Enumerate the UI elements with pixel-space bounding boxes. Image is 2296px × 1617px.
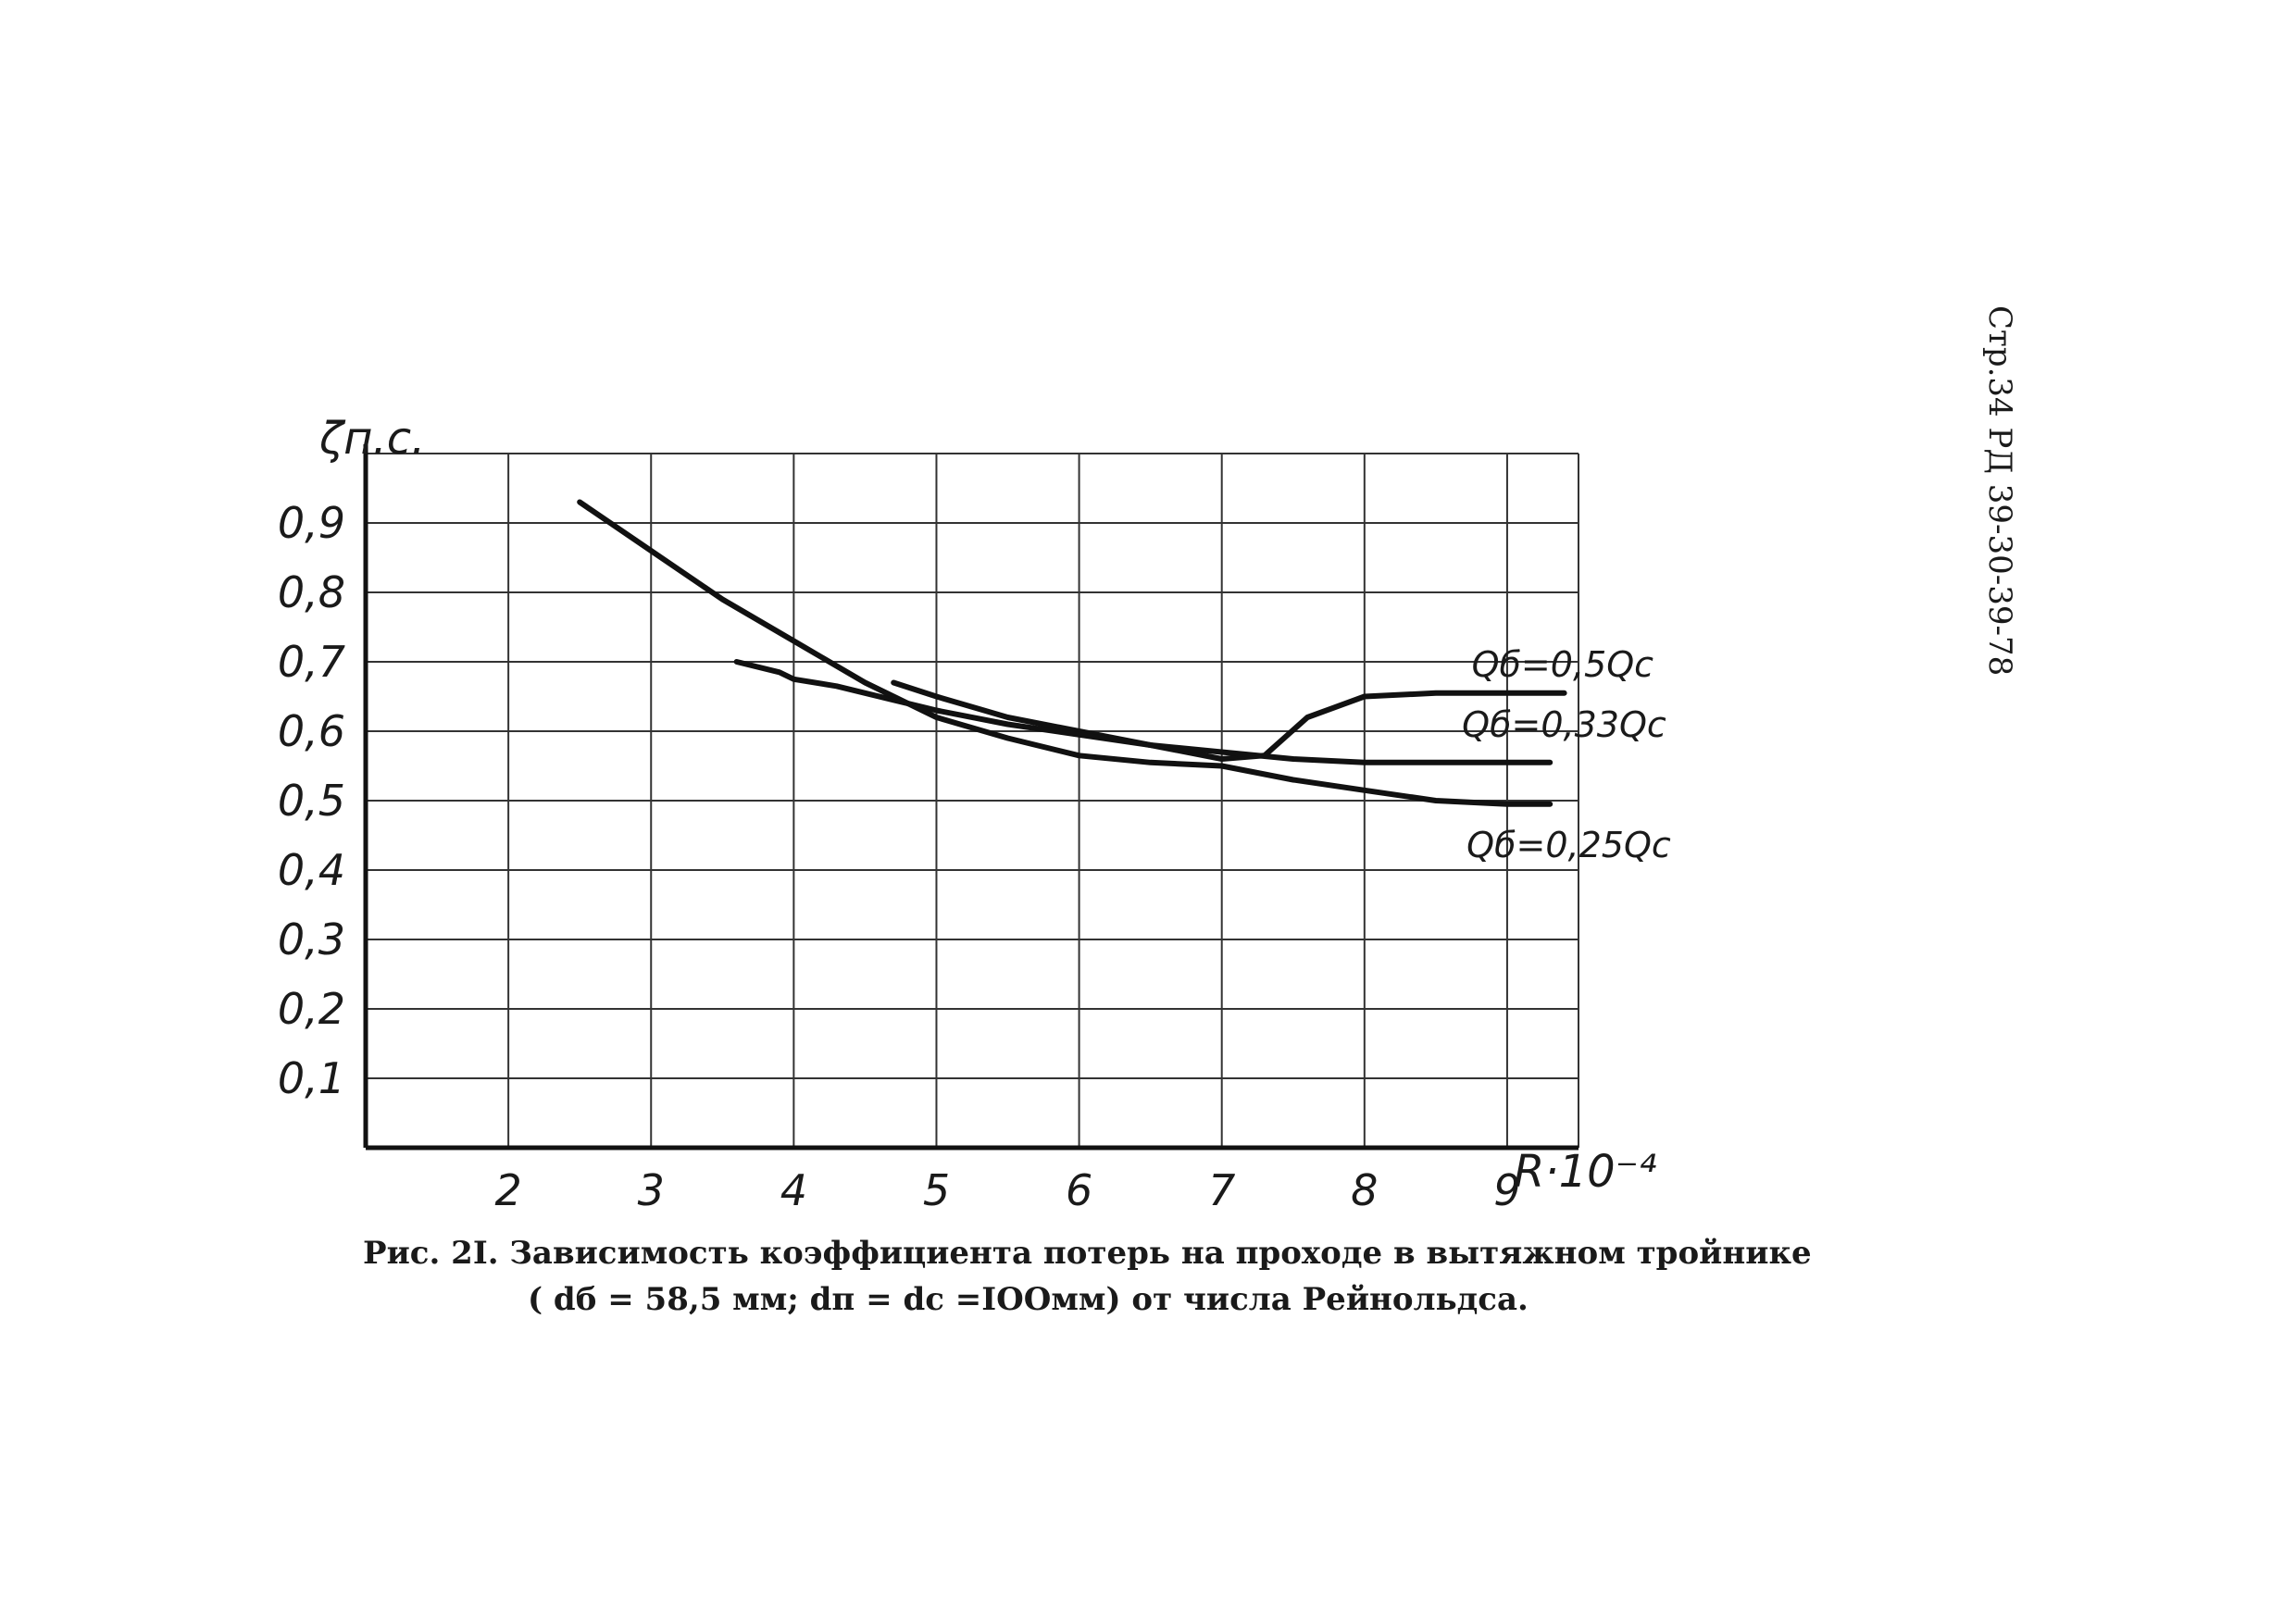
data-series: [577, 499, 1567, 807]
series-line-3: [577, 499, 1554, 807]
series-label-1: Qб=0,5Qс: [1472, 644, 1654, 685]
y-tick-label-0-9: 0,9: [278, 498, 345, 548]
series-labels: Qб=0,5Qс Qб=0,33Qс Qб=0,25Qс: [1462, 644, 1671, 865]
y-tick-label-0-5: 0,5: [278, 776, 345, 826]
x-tick-label-7: 7: [1208, 1165, 1235, 1215]
tick-labels: 2 3 4 5 6 7 8 9 0,1 0,2 0,3 0,4 0,5 0,6 0,7 0,8 0,9: [278, 498, 1521, 1215]
x-tick-label-8: 8: [1351, 1165, 1378, 1215]
series-label-2: Qб=0,33Qс: [1462, 704, 1666, 745]
y-tick-label-0-4: 0,4: [278, 845, 345, 895]
y-tick-label-0-3: 0,3: [278, 914, 345, 964]
series-line-1: [891, 679, 1567, 762]
chart-axes: [363, 444, 1578, 1151]
page-header-stamp: Стр.34 РД 39-30-39-78: [1981, 305, 2055, 694]
figure-caption-line-1: Рис. 2I. Зависимость коэффициента потерь…: [363, 1235, 1812, 1272]
x-tick-label-9: 9: [1493, 1165, 1520, 1215]
figure-caption-line-2: ( dб = 58,5 мм; dп = dс =IOOмм) от числа…: [528, 1281, 1529, 1318]
x-tick-label-4: 4: [780, 1165, 807, 1215]
x-tick-label-2: 2: [494, 1165, 521, 1215]
y-tick-label-0-7: 0,7: [278, 637, 345, 687]
series-line-2: [733, 659, 1554, 765]
x-tick-label-5: 5: [923, 1165, 950, 1215]
x-tick-label-6: 6: [1066, 1165, 1092, 1215]
series-label-3: Qб=0,25Qс: [1466, 825, 1671, 865]
y-tick-label-0-6: 0,6: [278, 706, 345, 756]
y-tick-label-0-8: 0,8: [278, 567, 345, 617]
page-header-text: Стр.34 РД 39-30-39-78: [1981, 305, 2018, 677]
chart-grid: [366, 453, 1579, 1148]
x-tick-label-3: 3: [638, 1165, 665, 1215]
y-tick-label-0-2: 0,2: [278, 984, 345, 1034]
x-axis-label: R·10⁻⁴: [1514, 1146, 1656, 1198]
y-axis-label: ζп.с.: [318, 413, 425, 465]
y-tick-label-0-1: 0,1: [278, 1053, 345, 1103]
